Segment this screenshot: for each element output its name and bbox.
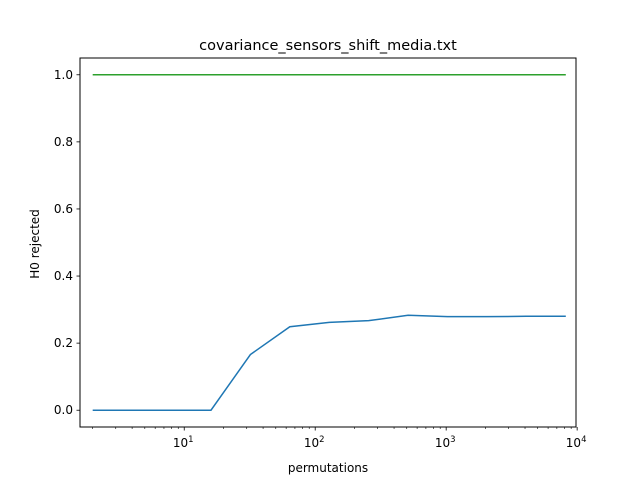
series-line-0 <box>92 314 566 411</box>
x-tick-label: 104 <box>566 435 587 450</box>
y-tick-label: 0.0 <box>54 403 73 417</box>
x-tick-label: 102 <box>304 435 325 450</box>
y-tick-label: 0.6 <box>54 202 73 216</box>
y-tick-label: 0.2 <box>54 336 73 350</box>
plot-frame <box>79 57 577 428</box>
y-tick-label: 1.0 <box>54 68 73 82</box>
x-tick-label: 103 <box>435 435 456 450</box>
series-layer <box>92 74 566 411</box>
x-tick-label: 101 <box>173 435 194 450</box>
y-tick-label: 0.8 <box>54 135 73 149</box>
ticks-layer: 101 102 103 104 0.0 0.2 0.4 0.6 0.8 1.0 <box>54 68 587 450</box>
y-tick-label: 0.4 <box>54 269 73 283</box>
x-axis-label: permutations <box>288 461 368 475</box>
chart-title: covariance_sensors_shift_media.txt <box>199 38 457 54</box>
y-axis-label: H0 rejected <box>28 209 42 279</box>
